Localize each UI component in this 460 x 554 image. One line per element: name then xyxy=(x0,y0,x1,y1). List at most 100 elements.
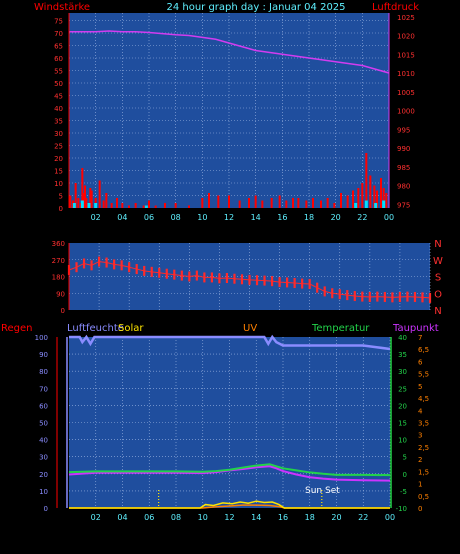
humidity-tick-label: 100 xyxy=(35,334,48,342)
wind-bar xyxy=(134,203,137,208)
wind-bar xyxy=(81,168,84,208)
climate-x-tick-label: 06 xyxy=(144,513,154,522)
solar-label: Solar xyxy=(118,323,144,334)
wind-y-tick-label: 25 xyxy=(54,143,63,151)
wind-bar xyxy=(110,203,113,208)
wind-x-tick-label: 10 xyxy=(197,213,207,222)
wind-bar xyxy=(376,190,378,208)
temperature-tick-label: 0 xyxy=(403,471,407,479)
wind-bar xyxy=(365,153,368,208)
sunset-annotation: Sun Set xyxy=(305,486,340,496)
temperature-tick-label: 20 xyxy=(398,402,407,410)
uv-tick-label: 7 xyxy=(418,334,422,342)
uv-axis-ticks: 0 0,5 1 1,5 2 2,5 3 3,5 4 4,5 5 5,5 6 6,5 7 xyxy=(418,334,429,513)
wind-x-tick-label: 02 xyxy=(91,213,101,222)
uv-tick-label: 2,5 xyxy=(418,444,429,452)
wind-y-tick-label: 30 xyxy=(54,130,63,138)
uv-tick-label: 5,5 xyxy=(418,371,429,379)
temperature-tick-label: 25 xyxy=(398,385,407,393)
wind-bar xyxy=(128,205,130,208)
climate-x-tick-label: 12 xyxy=(224,513,234,522)
direction-degree-ticks: 0 90 180 270 360 xyxy=(52,240,65,315)
wind-axis-ticks: 0 5 10 15 20 25 30 35 40 45 50 55 60 65 70 75 xyxy=(54,18,63,214)
wind-bar xyxy=(312,198,314,208)
taupunkt-label: Taupunkt xyxy=(392,323,439,334)
wind-bar xyxy=(208,193,210,208)
pressure-y-tick-label: 990 xyxy=(397,145,410,153)
humidity-tick-label: 50 xyxy=(39,420,48,428)
climate-x-ticks: 02 04 06 08 10 12 14 16 18 20 22 00 xyxy=(91,513,395,522)
temperature-tick-label: 15 xyxy=(398,420,407,428)
direction-degree-label: 180 xyxy=(52,274,65,282)
uv-tick-label: 4 xyxy=(418,407,423,415)
wind-y-tick-label: 40 xyxy=(54,105,63,113)
wind-bar xyxy=(385,193,388,208)
wind-y-tick-label: 60 xyxy=(54,55,63,63)
wind-bar xyxy=(90,190,93,208)
pressure-y-tick-label: 1000 xyxy=(397,108,415,116)
wind-bar xyxy=(217,195,220,208)
wind-bar xyxy=(102,200,105,208)
wind-bar xyxy=(154,205,157,208)
humidity-tick-label: 90 xyxy=(39,351,48,359)
wind-bar xyxy=(261,200,264,208)
pressure-y-tick-label: 975 xyxy=(397,201,410,209)
uv-tick-label: 6,5 xyxy=(418,346,429,354)
gust-bar xyxy=(87,203,91,208)
humidity-tick-label: 30 xyxy=(39,454,48,462)
humidity-tick-label: 80 xyxy=(39,368,48,376)
wind-y-tick-label: 65 xyxy=(54,43,63,51)
uv-tick-label: 5 xyxy=(418,383,422,391)
wind-pressure-marks xyxy=(69,30,390,208)
wind-bar xyxy=(201,198,204,208)
wind-bar xyxy=(361,183,364,208)
wind-bar xyxy=(373,185,376,208)
wind-bar xyxy=(380,178,382,208)
regen-label: Regen xyxy=(1,323,33,334)
humidity-tick-label: 10 xyxy=(39,488,48,496)
wind-bar xyxy=(357,188,360,208)
humidity-tick-label: 20 xyxy=(39,471,48,479)
wind-x-tick-label: 18 xyxy=(304,213,314,222)
wind-y-tick-label: 45 xyxy=(54,93,63,101)
solar-line xyxy=(69,500,390,509)
temperature-tick-label: 35 xyxy=(398,351,407,359)
header-right-label: Luftdruck xyxy=(372,2,419,13)
wind-bar xyxy=(105,193,108,208)
wind-x-tick-label: 08 xyxy=(171,213,181,222)
wind-bar xyxy=(305,200,308,208)
gust-bar xyxy=(94,203,98,208)
wind-bar xyxy=(297,198,300,208)
direction-degree-label: 90 xyxy=(56,290,65,298)
wind-bar xyxy=(85,198,88,208)
pressure-y-tick-label: 980 xyxy=(397,183,410,191)
pressure-axis-ticks: 975 980 985 990 995 1000 1005 1010 1015 1020 1025 xyxy=(397,14,415,210)
temperature-tick-label: 30 xyxy=(398,368,407,376)
direction-compass-label: S xyxy=(435,273,441,284)
wind-bar xyxy=(278,195,281,208)
wind-x-tick-label: 06 xyxy=(144,213,154,222)
humidity-tick-label: 0 xyxy=(44,505,48,513)
gust-bar xyxy=(364,200,368,208)
wind-bar xyxy=(333,203,336,208)
climate-panel: Regen Luftfeuchte Solar UV Temperatur Ta… xyxy=(1,323,439,522)
gust-bar xyxy=(374,203,378,208)
wind-bar xyxy=(164,203,166,208)
climate-x-tick-label: 00 xyxy=(385,513,395,522)
wind-y-tick-label: 0 xyxy=(59,205,63,213)
wind-bar xyxy=(188,205,190,208)
temperature-line xyxy=(68,463,391,477)
pressure-y-tick-label: 1025 xyxy=(397,14,415,22)
pressure-line xyxy=(69,30,390,74)
uv-tick-label: 1,5 xyxy=(418,468,429,476)
gust-bar xyxy=(80,200,84,208)
wind-bar xyxy=(270,198,273,208)
uv-tick-label: 0 xyxy=(418,505,422,513)
wind-pressure-x-ticks: 02 04 06 08 10 12 14 16 18 20 22 00 xyxy=(91,213,395,222)
wind-bar xyxy=(77,198,80,208)
climate-x-tick-label: 02 xyxy=(91,513,101,522)
wind-bar xyxy=(142,205,145,208)
wind-x-tick-label: 20 xyxy=(331,213,341,222)
